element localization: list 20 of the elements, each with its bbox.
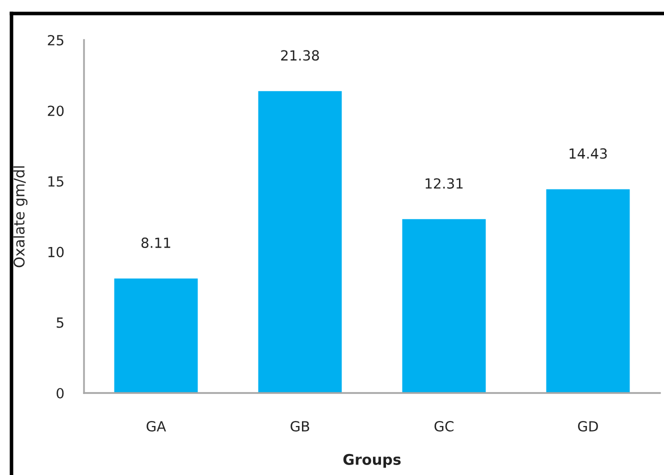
data-label: 12.31 [426, 178, 463, 189]
bar [402, 219, 486, 393]
y-tick-label: 0 [56, 388, 64, 398]
y-tick-label: 25 [48, 34, 64, 46]
data-label: 21.38 [281, 50, 319, 61]
y-tick-label: 20 [48, 106, 64, 116]
data-label: 8.11 [141, 238, 170, 248]
x-tick-label: GB [290, 421, 310, 432]
y-tick-label: 10 [48, 246, 64, 258]
x-tick-label: GD [578, 421, 598, 432]
y-tick-label: 5 [56, 318, 64, 328]
y-axis-title: Oxalate gm/dl [13, 166, 28, 268]
bar [546, 189, 630, 393]
y-tick-label: 15 [48, 176, 64, 187]
x-axis-title: Groups [343, 454, 401, 468]
x-tick-label: GA [146, 421, 166, 432]
data-label: 14.43 [570, 148, 607, 159]
bar [258, 91, 342, 393]
bar [114, 278, 198, 393]
x-tick-label: GC [434, 421, 454, 432]
